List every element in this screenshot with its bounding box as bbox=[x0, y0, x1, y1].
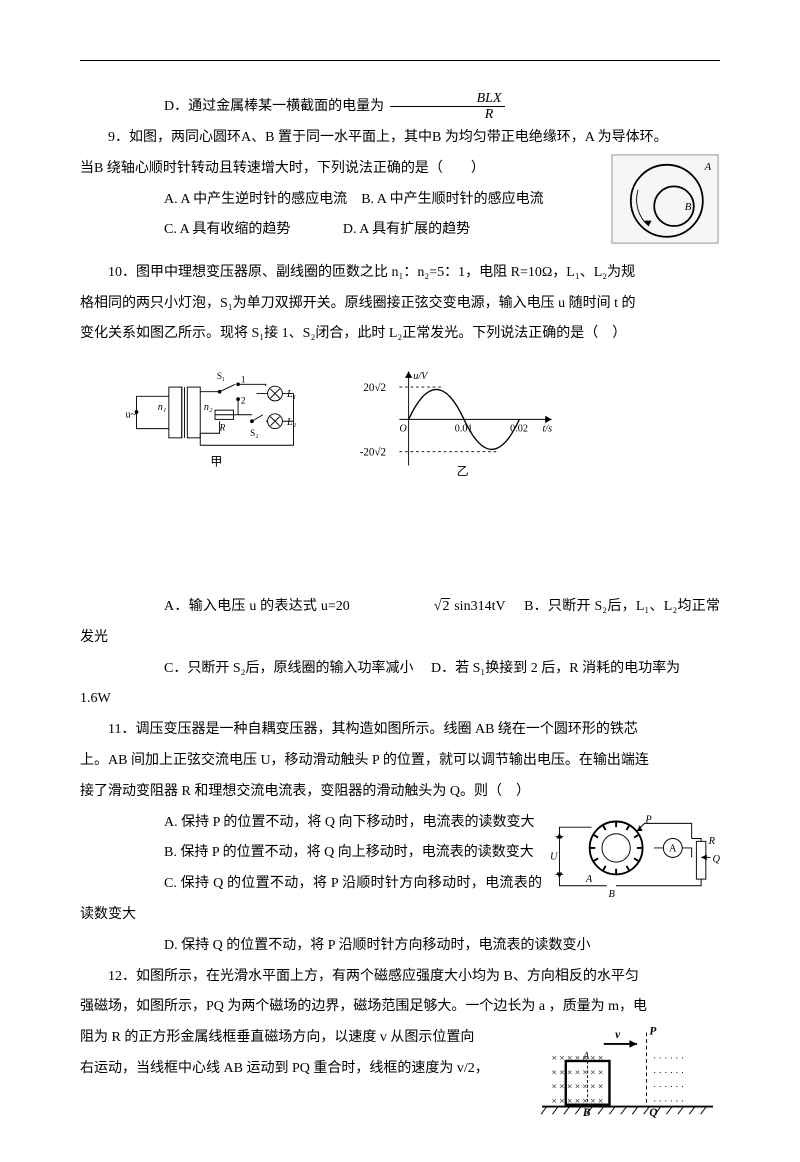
q9-optB: B. A 中产生顺时针的感应电流 bbox=[361, 192, 543, 207]
q10-row-cd: C．只断开 S₂后，原线圈的输入功率减小 D．若 S₁换接到 2 后，R 消耗的… bbox=[80, 654, 720, 685]
q12-figure: P Q × × × × × × × × × × × × × × × × × × … bbox=[535, 1023, 720, 1118]
q8-frac-den: R bbox=[390, 107, 505, 122]
a-U: U bbox=[550, 851, 559, 862]
s-yhi: 20√2 bbox=[363, 382, 386, 394]
f-A: A bbox=[582, 1051, 590, 1062]
q11-figure: P U A B A R Q bbox=[550, 808, 720, 903]
s-xlab: t/s bbox=[542, 423, 552, 434]
q11-optD: D. 保持 Q 的位置不动，将 P 沿顺时针方向移动时，电流表的读数变小 bbox=[80, 931, 720, 962]
a-B: B bbox=[609, 889, 616, 900]
q9-stem-1: 9．如图，两同心圆环A、B 置于同一水平面上，其中B 为均匀带正电绝缘环，A 为… bbox=[80, 123, 720, 154]
q10-sine-figure: 20√2 -20√2 u/V O 0.01 0.02 t/s 乙 bbox=[354, 364, 574, 484]
f-Q: Q bbox=[649, 1107, 657, 1118]
svg-text:× × × × × × ×: × × × × × × × bbox=[552, 1069, 604, 1079]
q9-optA: A. A 中产生逆时针的感应电流 bbox=[164, 192, 347, 207]
q11-stem-2: 上。AB 间加上正弦交流电压 U，移动滑动触头 P 的位置，就可以调节输出电压。… bbox=[80, 746, 720, 777]
c-n2: n₂ bbox=[204, 402, 213, 413]
f-B: B bbox=[582, 1107, 591, 1118]
q11-stem-3: 接了滑动变阻器 R 和理想交流电流表，变阻器的滑动触头为 Q。则（ ） bbox=[80, 777, 720, 808]
q12-stem-2: 强磁场，如图所示，PQ 为两个磁场的边界，磁场范围足够大。一个边长为 a ，质量… bbox=[80, 992, 720, 1023]
q10-optA-1: A．输入电压 u 的表达式 u=20 bbox=[164, 599, 350, 614]
q10-stem-1: 10．图甲中理想变压器原、副线圈的匝数之比 n₁：n₂=5：1，电阻 R=10Ω… bbox=[80, 258, 720, 289]
q8-optD-text: D．通过金属棒某一横截面的电量为 bbox=[164, 99, 384, 114]
s-o: O bbox=[399, 423, 407, 434]
q11-stem-1: 11．调压变压器是一种自耦变压器，其构造如图所示。线圈 AB 绕在一个圆环形的铁… bbox=[80, 715, 720, 746]
svg-text:· · · · · ·: · · · · · · bbox=[653, 1097, 684, 1107]
c-R: R bbox=[219, 423, 226, 433]
q10-figure-row: u~ n₁ n₂ S₁ 1 2 R L₁ L₂ bbox=[80, 356, 720, 492]
q12-stem-1: 12．如图所示，在光滑水平面上方，有两个磁感应强度大小均为 B、方向相反的水平匀 bbox=[80, 962, 720, 993]
f-P: P bbox=[649, 1026, 657, 1038]
q10-row3: 1.6W bbox=[80, 684, 720, 715]
s-t1: 0.01 bbox=[455, 423, 473, 434]
q9-optD: D. A 具有扩展的趋势 bbox=[343, 222, 470, 237]
q8-fraction: BLX R bbox=[390, 91, 505, 123]
svg-text:× × × × × × ×: × × × × × × × bbox=[552, 1054, 604, 1064]
a-Am: A bbox=[669, 843, 677, 854]
a-A: A bbox=[585, 874, 593, 885]
s-cap: 乙 bbox=[457, 464, 469, 478]
q9-figure: A B bbox=[610, 154, 720, 244]
q9-optC: C. A 具有收缩的趋势 bbox=[164, 222, 290, 237]
s-t2: 0.02 bbox=[510, 423, 528, 434]
sqrt2-icon: 2 bbox=[350, 592, 451, 623]
c-L2: L₂ bbox=[286, 417, 297, 428]
q9-fig-A: A bbox=[704, 161, 712, 173]
q10-optA-3: sin314tV bbox=[450, 599, 505, 614]
svg-text:· · · · · ·: · · · · · · bbox=[653, 1069, 684, 1079]
q10-optD: D．若 S₁换接到 2 后，R 消耗的电功率为 bbox=[431, 661, 680, 676]
s-ylab: u/V bbox=[413, 371, 429, 382]
q10-stem-2: 格相同的两只小灯泡，S₁为单刀双掷开关。原线圈接正弦交变电源，输入电压 u 随时… bbox=[80, 289, 720, 320]
c-s12: 1 bbox=[241, 375, 246, 385]
svg-text:· · · · · ·: · · · · · · bbox=[653, 1083, 684, 1093]
c-s1: S₁ bbox=[217, 371, 225, 381]
c-L1: L₁ bbox=[286, 389, 296, 400]
c-u: u~ bbox=[125, 410, 136, 421]
document-page: D．通过金属棒某一横截面的电量为 BLX R 9．如图，两同心圆环A、B 置于同… bbox=[80, 0, 720, 1162]
q10-circuit-figure: u~ n₁ n₂ S₁ 1 2 R L₁ L₂ bbox=[120, 364, 310, 484]
q8-frac-num: BLX bbox=[390, 91, 505, 107]
svg-text:· · · · · ·: · · · · · · bbox=[653, 1054, 684, 1064]
q9-fig-B: B bbox=[685, 201, 692, 213]
s-ylo: -20√2 bbox=[360, 446, 386, 458]
a-R: R bbox=[708, 836, 716, 847]
top-rule bbox=[80, 60, 720, 61]
q10-sqrt-rad: 2 bbox=[441, 598, 450, 614]
c-s12b: 2 bbox=[241, 396, 246, 406]
q10-stem-3: 变化关系如图乙所示。现将 S₁接 1、S₂闭合，此时 L₂正常发光。下列说法正确… bbox=[80, 319, 720, 350]
svg-text:× × × × × × ×: × × × × × × × bbox=[552, 1083, 604, 1093]
q10-optC: C．只断开 S₂后，原线圈的输入功率减小 bbox=[164, 661, 414, 676]
q10-row-ab: A．输入电压 u 的表达式 u=202 sin314tV B．只断开 S₂后，L… bbox=[80, 592, 720, 654]
c-n1: n₁ bbox=[158, 402, 167, 413]
a-Q: Q bbox=[712, 854, 720, 865]
q8-optD: D．通过金属棒某一横截面的电量为 BLX R bbox=[80, 91, 720, 123]
c-cap: 甲 bbox=[210, 455, 222, 469]
f-v: v bbox=[615, 1029, 621, 1041]
c-s2: S₂ bbox=[250, 428, 258, 438]
